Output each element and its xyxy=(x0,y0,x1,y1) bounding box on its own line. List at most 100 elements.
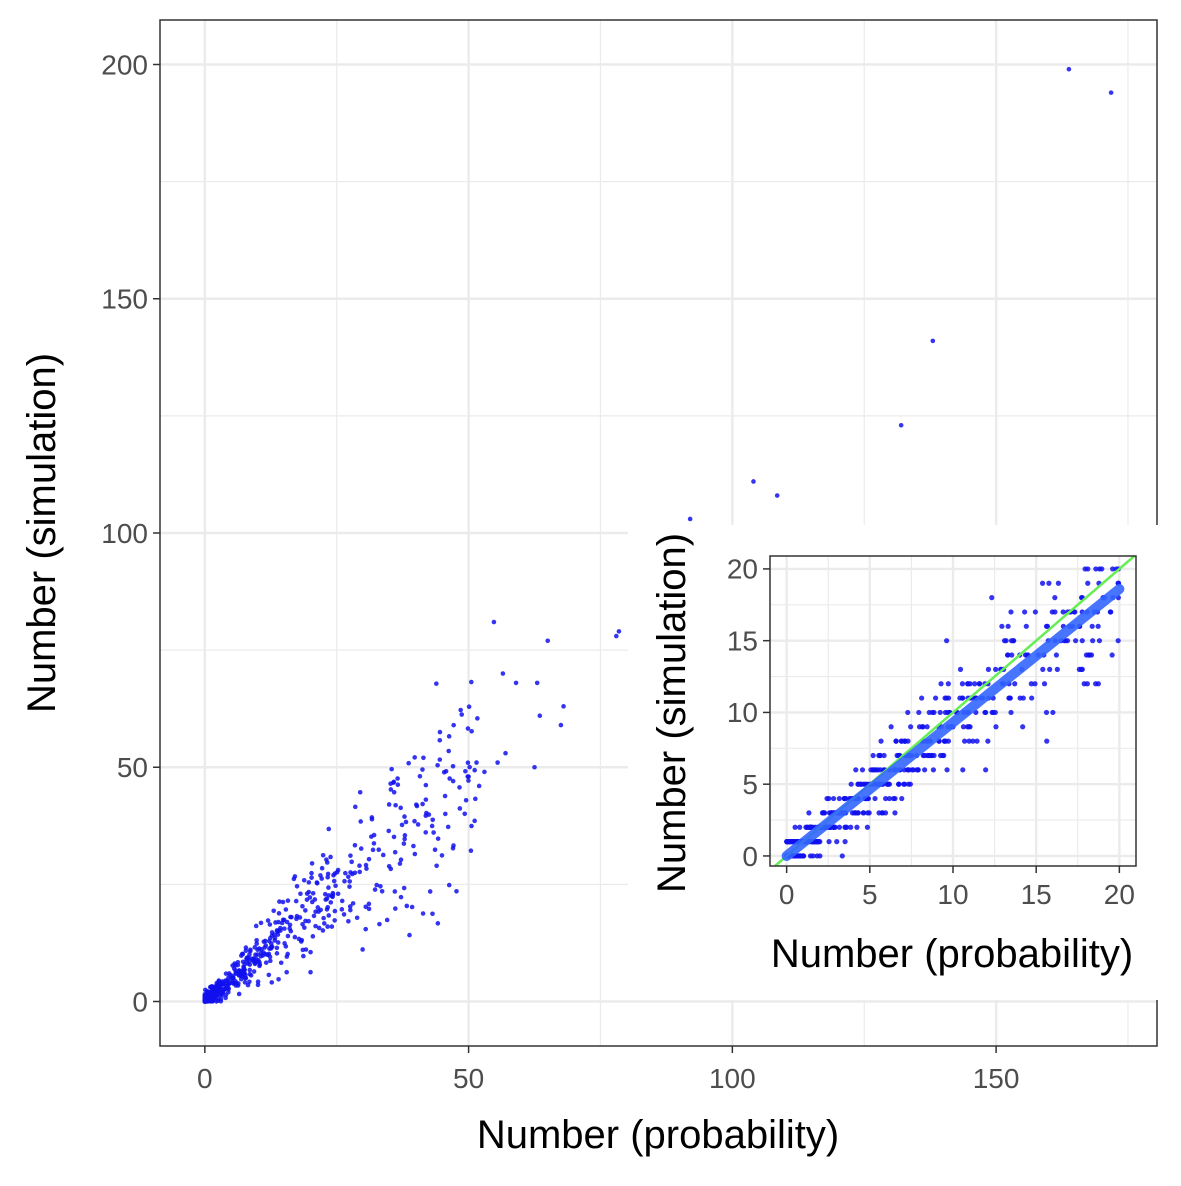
data-point xyxy=(263,938,268,944)
data-point xyxy=(205,990,211,995)
main-y-axis: 0 50 100 150 200 xyxy=(101,49,160,1017)
data-point xyxy=(435,921,441,926)
data-point xyxy=(450,778,456,784)
data-point xyxy=(1004,652,1011,658)
data-point xyxy=(451,843,456,848)
data-point xyxy=(331,878,337,884)
data-point xyxy=(254,937,259,943)
data-point xyxy=(266,951,272,957)
data-point xyxy=(532,764,537,770)
data-point xyxy=(247,967,253,973)
data-point xyxy=(472,767,477,773)
data-point xyxy=(561,704,566,709)
data-point xyxy=(253,923,259,929)
data-point xyxy=(242,980,248,985)
data-point xyxy=(898,422,904,428)
data-point xyxy=(1066,66,1072,72)
data-point xyxy=(310,890,316,896)
data-point xyxy=(415,822,421,827)
data-point xyxy=(271,908,277,914)
data-point xyxy=(892,810,898,816)
data-point xyxy=(370,847,376,853)
data-point xyxy=(352,804,358,810)
data-point xyxy=(411,843,416,849)
data-point xyxy=(432,847,438,853)
data-point xyxy=(300,947,306,953)
data-point xyxy=(459,712,465,717)
data-point xyxy=(267,922,273,927)
data-point xyxy=(865,810,871,816)
data-point xyxy=(333,883,338,889)
data-point xyxy=(807,824,813,830)
data-point xyxy=(329,924,335,929)
data-point xyxy=(1023,623,1029,629)
data-point xyxy=(374,882,379,888)
y-tick-label: 100 xyxy=(101,518,148,549)
data-point xyxy=(901,781,907,787)
data-point xyxy=(858,781,864,787)
y-tick-label: 5 xyxy=(742,769,758,800)
data-point xyxy=(905,738,911,744)
data-point xyxy=(275,932,281,937)
data-point xyxy=(1081,681,1087,687)
data-point xyxy=(944,638,950,644)
data-point xyxy=(473,796,478,802)
data-point xyxy=(294,883,300,889)
x-tick-label: 5 xyxy=(862,879,878,910)
data-point xyxy=(391,834,397,840)
data-point xyxy=(1005,623,1011,629)
data-point xyxy=(268,958,273,964)
data-point xyxy=(437,757,443,762)
data-point xyxy=(325,871,331,877)
data-point xyxy=(1011,638,1017,644)
data-point xyxy=(450,763,456,769)
data-point xyxy=(366,906,372,912)
data-point xyxy=(218,998,224,1004)
data-point xyxy=(1095,623,1101,629)
data-point xyxy=(1115,638,1121,644)
data-point xyxy=(437,737,443,743)
data-point xyxy=(269,980,275,985)
data-point xyxy=(347,884,352,889)
data-point xyxy=(292,934,298,940)
data-point xyxy=(469,823,474,829)
data-point xyxy=(238,976,244,982)
data-point xyxy=(836,795,842,802)
data-point xyxy=(1009,652,1015,658)
data-point xyxy=(308,949,313,955)
data-point xyxy=(844,824,850,830)
data-point xyxy=(330,890,336,896)
data-point xyxy=(320,852,326,858)
y-tick-label: 0 xyxy=(132,986,148,1017)
data-point xyxy=(402,833,408,838)
data-point xyxy=(920,724,926,730)
data-point xyxy=(284,969,289,975)
data-point xyxy=(369,815,375,820)
data-point xyxy=(364,866,369,871)
data-point xyxy=(443,768,449,774)
data-point xyxy=(430,817,436,823)
data-point xyxy=(854,824,860,830)
data-point xyxy=(1041,681,1048,687)
data-point xyxy=(392,889,398,894)
data-point xyxy=(1044,623,1051,629)
data-point xyxy=(817,853,823,859)
data-point xyxy=(983,709,989,716)
data-point xyxy=(983,767,989,773)
data-point xyxy=(463,768,468,774)
data-point xyxy=(908,724,914,730)
data-point xyxy=(423,797,429,802)
data-point xyxy=(347,879,353,884)
data-point xyxy=(300,922,305,927)
data-point xyxy=(929,709,936,716)
data-point xyxy=(280,899,286,905)
data-point xyxy=(342,878,347,884)
data-point xyxy=(393,906,398,911)
data-point xyxy=(446,734,452,739)
data-point xyxy=(993,724,999,730)
x-tick-label: 100 xyxy=(709,1063,756,1094)
data-point xyxy=(960,724,967,730)
data-point xyxy=(251,969,257,974)
data-point xyxy=(774,493,780,498)
data-point xyxy=(241,965,247,971)
